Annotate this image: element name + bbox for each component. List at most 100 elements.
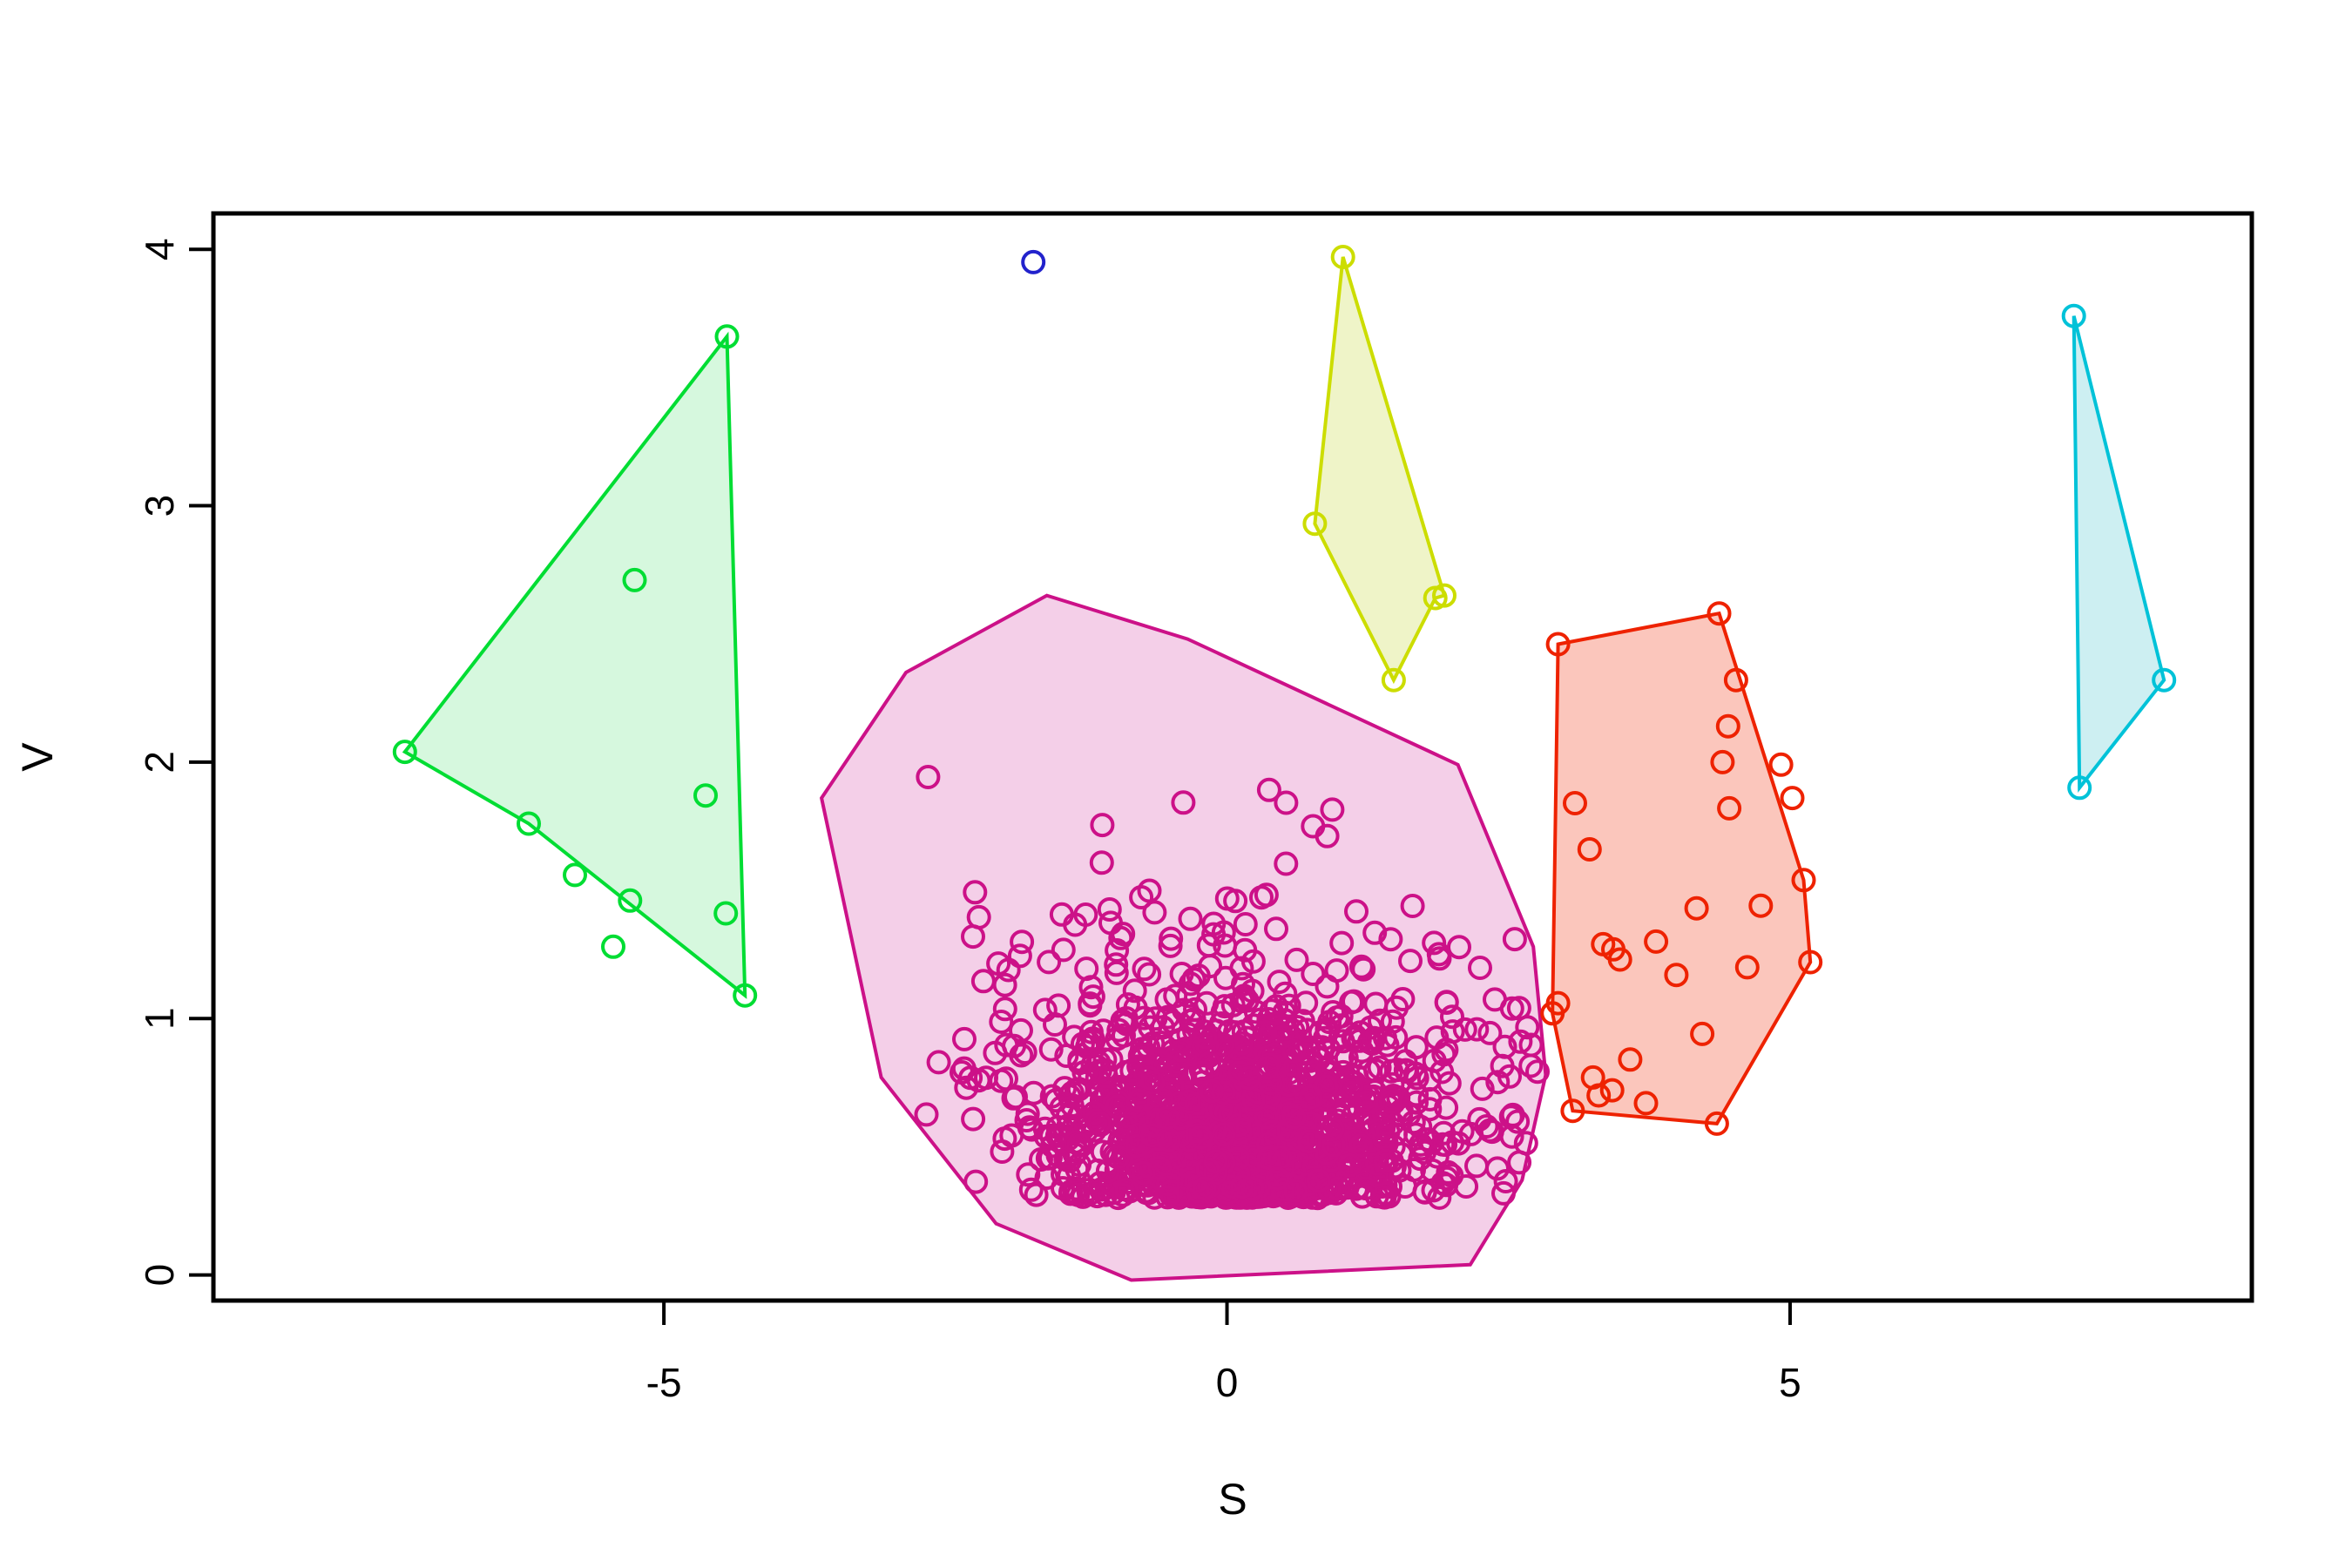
data-point-marker bbox=[992, 972, 1017, 997]
data-point-marker bbox=[1354, 1090, 1379, 1115]
data-point-marker bbox=[1097, 897, 1122, 922]
y-tick-label: 4 bbox=[137, 238, 182, 260]
data-point-marker bbox=[1492, 1034, 1517, 1059]
data-point-marker bbox=[1166, 1049, 1191, 1074]
data-point-marker bbox=[1009, 1017, 1033, 1043]
data-point-marker bbox=[1348, 954, 1374, 979]
data-point-marker bbox=[1089, 850, 1114, 875]
data-point-marker bbox=[1018, 1177, 1044, 1202]
data-point-marker bbox=[517, 811, 541, 836]
data-point-marker bbox=[1230, 1174, 1254, 1200]
data-point-marker bbox=[1404, 1082, 1429, 1107]
data-point-marker bbox=[1137, 962, 1162, 987]
data-point-marker bbox=[989, 1010, 1014, 1034]
x-tick-label: 5 bbox=[1779, 1360, 1801, 1405]
data-point-marker bbox=[1398, 949, 1423, 974]
convex-hull-polygon bbox=[1313, 256, 1447, 685]
data-point-marker bbox=[1129, 885, 1154, 909]
data-point-marker bbox=[1313, 1025, 1338, 1051]
data-point-marker bbox=[1373, 1148, 1398, 1173]
data-point-marker bbox=[1240, 949, 1266, 974]
data-point-marker bbox=[1194, 990, 1220, 1016]
data-point-marker bbox=[1183, 997, 1207, 1022]
data-point-marker bbox=[914, 1102, 939, 1127]
data-point-marker bbox=[1122, 978, 1147, 1004]
data-point-marker bbox=[1664, 963, 1689, 988]
convex-hull-polygon bbox=[402, 331, 747, 999]
data-point-marker bbox=[1633, 1091, 1659, 1116]
data-point-marker bbox=[1586, 1083, 1612, 1108]
data-point-marker bbox=[1379, 1058, 1404, 1084]
data-point-marker bbox=[1491, 1180, 1516, 1206]
data-point-marker bbox=[1400, 894, 1425, 918]
data-point-marker bbox=[1748, 893, 1774, 918]
data-point-marker bbox=[992, 1126, 1017, 1152]
data-point-marker bbox=[1452, 1017, 1477, 1042]
data-point-marker bbox=[618, 888, 643, 913]
data-point-marker bbox=[1067, 1047, 1092, 1072]
data-point-marker bbox=[990, 1139, 1015, 1164]
data-point-marker bbox=[1330, 1029, 1355, 1054]
data-point-marker bbox=[1065, 1182, 1091, 1207]
data-point-marker bbox=[1110, 1078, 1135, 1102]
data-point-marker bbox=[1267, 970, 1292, 995]
y-tick-label: 2 bbox=[137, 751, 182, 774]
data-point-marker bbox=[1363, 1058, 1389, 1083]
data-point-marker bbox=[1545, 990, 1571, 1016]
data-point-marker bbox=[1302, 511, 1328, 537]
cluster-cluster-red bbox=[1540, 601, 1823, 1136]
data-point-marker bbox=[1367, 1055, 1392, 1080]
data-point-marker bbox=[1431, 1042, 1456, 1067]
data-point-marker bbox=[1236, 1065, 1261, 1091]
cluster-cluster-blue-singleton bbox=[1021, 249, 1046, 274]
data-point-marker bbox=[1004, 1085, 1028, 1110]
data-point-marker bbox=[1485, 1156, 1510, 1181]
data-point-marker bbox=[1362, 920, 1388, 945]
data-point-marker bbox=[1155, 1105, 1179, 1131]
data-point-marker bbox=[2067, 775, 2092, 801]
x-tick-label: 0 bbox=[1216, 1360, 1239, 1405]
data-point-marker bbox=[1024, 1182, 1049, 1207]
data-point-marker bbox=[961, 1106, 986, 1132]
data-point-marker bbox=[1132, 956, 1157, 982]
data-point-marker bbox=[1421, 1178, 1446, 1203]
data-point-marker bbox=[1290, 1041, 1315, 1066]
data-point-marker bbox=[1644, 929, 1669, 954]
data-point-marker bbox=[1057, 1084, 1082, 1109]
data-point-marker bbox=[1354, 1100, 1379, 1125]
y-axis-title: V bbox=[13, 742, 62, 772]
data-point-marker bbox=[1193, 1024, 1218, 1050]
data-point-marker bbox=[693, 783, 718, 808]
data-point-marker bbox=[1343, 1129, 1369, 1153]
data-point-marker bbox=[1010, 929, 1035, 955]
data-point-marker bbox=[1098, 910, 1123, 936]
data-point-marker bbox=[1690, 1021, 1715, 1046]
data-point-marker bbox=[1284, 947, 1309, 972]
data-point-marker bbox=[1051, 1176, 1075, 1200]
data-point-marker bbox=[996, 957, 1021, 983]
data-point-marker bbox=[1281, 1105, 1307, 1130]
data-point-marker bbox=[1768, 752, 1794, 777]
data-point-marker bbox=[1493, 1169, 1518, 1193]
data-point-marker bbox=[1159, 1100, 1185, 1125]
data-point-marker bbox=[1389, 1141, 1414, 1166]
data-point-marker bbox=[1142, 900, 1167, 925]
data-point-marker bbox=[992, 997, 1017, 1022]
data-point-marker bbox=[1408, 1132, 1433, 1157]
data-point-marker bbox=[1404, 1090, 1429, 1115]
y-tick-label: 3 bbox=[137, 495, 182, 517]
data-point-marker bbox=[1150, 1015, 1175, 1040]
data-point-marker bbox=[1021, 1080, 1046, 1105]
data-point-marker bbox=[1734, 955, 1760, 980]
data-point-marker bbox=[1375, 1032, 1400, 1058]
data-point-marker bbox=[1211, 1080, 1236, 1105]
data-point-marker bbox=[1422, 930, 1447, 956]
data-point-marker bbox=[1344, 899, 1369, 924]
data-point-marker bbox=[1330, 245, 1355, 269]
data-point-marker bbox=[1086, 1111, 1112, 1135]
data-point-marker bbox=[1339, 1074, 1364, 1099]
data-point-marker bbox=[1140, 1070, 1166, 1095]
data-point-marker bbox=[1104, 952, 1129, 977]
data-point-marker bbox=[1447, 935, 1471, 960]
